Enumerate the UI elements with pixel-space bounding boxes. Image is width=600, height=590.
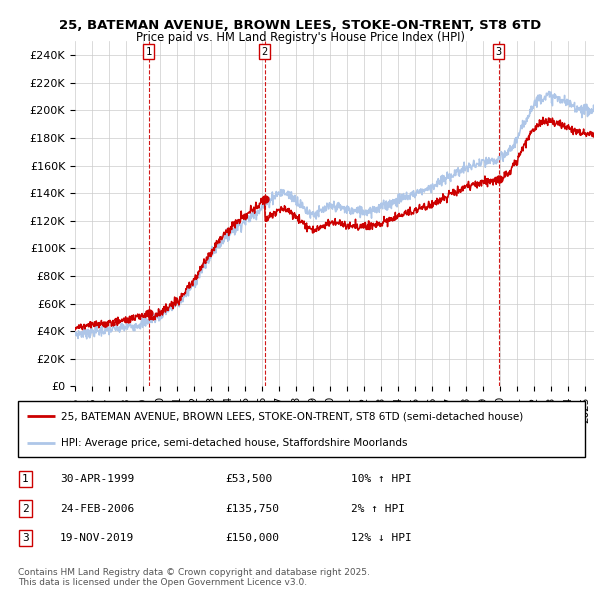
Text: 25, BATEMAN AVENUE, BROWN LEES, STOKE-ON-TRENT, ST8 6TD: 25, BATEMAN AVENUE, BROWN LEES, STOKE-ON… xyxy=(59,19,541,32)
Text: 25, BATEMAN AVENUE, BROWN LEES, STOKE-ON-TRENT, ST8 6TD (semi-detached house): 25, BATEMAN AVENUE, BROWN LEES, STOKE-ON… xyxy=(61,411,523,421)
Text: 1: 1 xyxy=(22,474,29,484)
Text: HPI: Average price, semi-detached house, Staffordshire Moorlands: HPI: Average price, semi-detached house,… xyxy=(61,438,407,448)
Text: 3: 3 xyxy=(496,47,502,57)
Text: 1: 1 xyxy=(146,47,152,57)
Text: 12% ↓ HPI: 12% ↓ HPI xyxy=(351,533,412,543)
Text: 3: 3 xyxy=(22,533,29,543)
Text: Price paid vs. HM Land Registry's House Price Index (HPI): Price paid vs. HM Land Registry's House … xyxy=(136,31,464,44)
FancyBboxPatch shape xyxy=(18,401,585,457)
Text: 24-FEB-2006: 24-FEB-2006 xyxy=(60,504,134,513)
Text: 19-NOV-2019: 19-NOV-2019 xyxy=(60,533,134,543)
Text: 30-APR-1999: 30-APR-1999 xyxy=(60,474,134,484)
Text: £150,000: £150,000 xyxy=(225,533,279,543)
Text: 2: 2 xyxy=(262,47,268,57)
Text: 2: 2 xyxy=(22,504,29,513)
Text: 2% ↑ HPI: 2% ↑ HPI xyxy=(351,504,405,513)
Text: 10% ↑ HPI: 10% ↑ HPI xyxy=(351,474,412,484)
Text: £135,750: £135,750 xyxy=(225,504,279,513)
Text: Contains HM Land Registry data © Crown copyright and database right 2025.
This d: Contains HM Land Registry data © Crown c… xyxy=(18,568,370,587)
Text: £53,500: £53,500 xyxy=(225,474,272,484)
